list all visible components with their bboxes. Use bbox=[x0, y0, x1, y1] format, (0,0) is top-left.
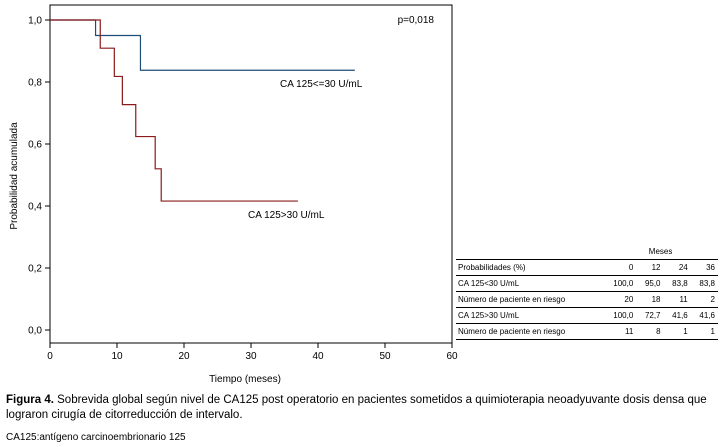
risk-row-label: Número de paciente en riesgo bbox=[456, 323, 604, 340]
x-tick-label: 50 bbox=[379, 351, 391, 362]
ticks-layer: 0 10 20 30 40 50 60 0,0 0,2 0,4 0,6 0,8 1,0 bbox=[28, 16, 458, 363]
footnote: CA125:antígeno carcinoembrionario 125 bbox=[6, 432, 186, 443]
risk-cell: 83,8 bbox=[663, 275, 691, 292]
y-tick-label: 0,0 bbox=[28, 326, 42, 337]
risk-cell: 95,0 bbox=[636, 275, 664, 292]
risk-table-columns-row: Probabilidades (%) 0 12 24 36 bbox=[456, 259, 718, 276]
risk-table-col: 0 bbox=[603, 259, 637, 276]
risk-cell: 100,0 bbox=[603, 275, 637, 292]
risk-table-row: CA 125<30 U/mL 100,0 95,0 83,8 83,8 bbox=[456, 275, 718, 292]
risk-cell: 11 bbox=[603, 323, 637, 340]
p-value-annotation: p=0,018 bbox=[398, 15, 435, 26]
y-tick-label: 1,0 bbox=[28, 16, 42, 27]
risk-row-label: CA 125>30 U/mL bbox=[456, 307, 604, 324]
plot-frame bbox=[49, 4, 453, 344]
x-tick-label: 10 bbox=[111, 351, 123, 362]
risk-cell: 41,6 bbox=[663, 307, 691, 324]
risk-cell: 2 bbox=[690, 291, 718, 308]
risk-cell: 11 bbox=[663, 291, 691, 308]
survival-curve-high bbox=[50, 19, 298, 202]
risk-cell: 72,7 bbox=[636, 307, 664, 324]
y-tick-label: 0,4 bbox=[28, 202, 42, 213]
series-label-high: CA 125>30 U/mL bbox=[248, 210, 325, 221]
figure-caption: Figura 4. Sobrevida global según nivel d… bbox=[6, 393, 722, 423]
x-tick-label: 60 bbox=[446, 351, 458, 362]
risk-cell: 100,0 bbox=[603, 307, 637, 324]
risk-table-columns-label: Probabilidades (%) bbox=[456, 259, 604, 276]
risk-table: Meses Probabilidades (%) 0 12 24 36 CA 1… bbox=[456, 244, 718, 340]
y-tick-label: 0,6 bbox=[28, 140, 42, 151]
y-tick-label: 0,8 bbox=[28, 78, 42, 89]
y-tick-label: 0,2 bbox=[28, 264, 42, 275]
risk-cell: 83,8 bbox=[690, 275, 718, 292]
risk-table-col: 12 bbox=[636, 259, 664, 276]
risk-row-label: CA 125<30 U/mL bbox=[456, 275, 604, 292]
risk-cell: 1 bbox=[690, 323, 718, 340]
risk-table-header-row: Meses bbox=[456, 244, 718, 260]
caption-text: Sobrevida global según nivel de CA125 po… bbox=[6, 394, 707, 421]
x-tick-label: 20 bbox=[178, 351, 190, 362]
risk-table-col: 24 bbox=[663, 259, 691, 276]
x-tick-label: 0 bbox=[47, 351, 53, 362]
risk-table-row: Número de paciente en riesgo 11 8 1 1 bbox=[456, 323, 718, 340]
risk-cell: 20 bbox=[603, 291, 637, 308]
risk-cell: 41,6 bbox=[690, 307, 718, 324]
risk-table-row: Número de paciente en riesgo 20 18 11 2 bbox=[456, 291, 718, 308]
risk-row-label: Número de paciente en riesgo bbox=[456, 291, 604, 308]
caption-label: Figura 4. bbox=[6, 394, 54, 406]
x-axis-label: Tiempo (meses) bbox=[209, 374, 281, 385]
series-layer bbox=[50, 19, 355, 202]
risk-table-row: CA 125>30 U/mL 100,0 72,7 41,6 41,6 bbox=[456, 307, 718, 324]
risk-table-col: 36 bbox=[690, 259, 718, 276]
survival-curve-low bbox=[50, 19, 355, 71]
risk-cell: 8 bbox=[636, 323, 664, 340]
risk-table-header: Meses bbox=[603, 244, 718, 260]
risk-cell: 1 bbox=[663, 323, 691, 340]
x-tick-label: 30 bbox=[245, 351, 257, 362]
x-tick-label: 40 bbox=[312, 351, 324, 362]
risk-cell: 18 bbox=[636, 291, 664, 308]
series-label-low: CA 125<=30 U/mL bbox=[280, 79, 363, 90]
survival-chart: 0 10 20 30 40 50 60 0,0 0,2 0,4 0,6 0,8 1,0 Probabil… bbox=[9, 4, 458, 385]
y-axis-label: Probabilidad acumulada bbox=[9, 122, 20, 230]
